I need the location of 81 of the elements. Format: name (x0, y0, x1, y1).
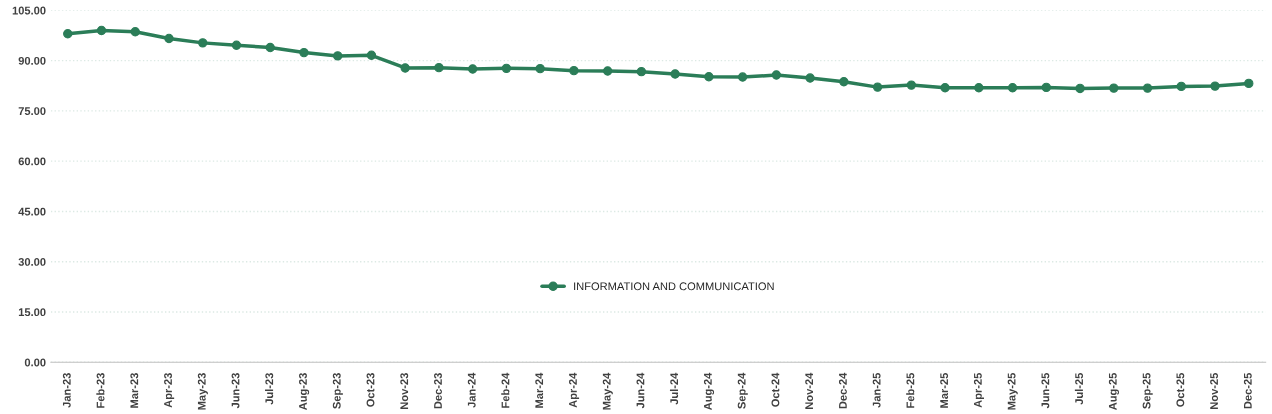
x-tick-label: Nov-23 (400, 373, 409, 409)
y-tick-label: 105.00 (12, 6, 46, 15)
x-tick-label: Jun-24 (636, 372, 645, 409)
point (501, 63, 512, 74)
x-tick-label: Jul-25 (1074, 372, 1084, 405)
x-tick-label: Aug-25 (1108, 372, 1119, 411)
point (704, 72, 714, 82)
point (198, 38, 208, 48)
point (63, 29, 73, 39)
x-tick-label: Sep-23 (332, 373, 343, 409)
x-tick-label: Sep-25 (1142, 372, 1153, 409)
x-tick-label: Nov-24 (805, 372, 814, 409)
x-tick-label: Apr-23 (164, 373, 175, 408)
point (1075, 83, 1085, 94)
point (467, 64, 478, 74)
point (130, 27, 140, 37)
y-tick-label: 15.00 (18, 308, 46, 317)
point (366, 50, 377, 60)
point (1041, 82, 1051, 93)
point (434, 62, 444, 73)
y-tick-label: 45.00 (18, 207, 46, 216)
point (872, 82, 883, 92)
point (1109, 83, 1119, 93)
x-tick-label: Nov-25 (1210, 372, 1219, 409)
x-tick-label: Oct-24 (771, 372, 780, 407)
point (906, 80, 917, 90)
x-tick-label: Jul-23 (265, 373, 274, 405)
x-tick-label: Oct-25 (1176, 372, 1185, 407)
point (602, 66, 613, 76)
point (299, 47, 309, 58)
x-tick-label: Jun-25 (1041, 372, 1050, 409)
x-tick-label: Apr-24 (569, 372, 580, 408)
legend-label: INFORMATION AND COMMUNICATION (574, 282, 774, 291)
y-tick-label: 75.00 (18, 107, 46, 116)
point (805, 73, 815, 83)
point (737, 72, 748, 82)
x-tick-label: Dec-24 (838, 372, 847, 409)
x-tick-label: Jun-23 (231, 373, 240, 409)
point (96, 25, 107, 36)
x-tick-label: Aug-24 (703, 372, 715, 411)
point (839, 77, 849, 87)
x-tick-label: Mar-24 (535, 372, 544, 408)
y-tick-label: 0.00 (24, 358, 46, 367)
x-tick-label: Oct-23 (366, 373, 375, 407)
x-tick-label: May-23 (197, 373, 208, 410)
point (940, 83, 950, 93)
x-tick-label: Sep-24 (737, 372, 748, 409)
x-tick-label: Dec-23 (434, 373, 442, 409)
x-tick-label: Aug-23 (299, 373, 310, 411)
point (974, 83, 984, 93)
x-tick-label: Mar-23 (130, 373, 139, 408)
point (164, 33, 174, 44)
y-tick-label: 30.00 (18, 257, 46, 266)
x-tick-label: Jan-23 (62, 373, 71, 408)
x-tick-label: Jan-24 (467, 372, 476, 408)
x-tick-label: Jul-24 (669, 372, 679, 405)
point (670, 69, 680, 79)
point (333, 51, 343, 61)
point (231, 40, 242, 50)
point (1007, 83, 1018, 93)
point (636, 66, 647, 77)
x-tick-label: Jan-25 (872, 372, 881, 408)
y-tick-label: 60.00 (18, 157, 46, 166)
point (1210, 81, 1220, 91)
x-tick-label: Feb-24 (501, 372, 510, 408)
point (1142, 83, 1153, 93)
x-tick-label: May-24 (602, 372, 613, 410)
x-tick-label: Feb-25 (906, 372, 915, 408)
point (535, 63, 545, 74)
point (400, 63, 410, 73)
x-tick-label: Dec-25 (1243, 372, 1252, 409)
point (771, 70, 782, 80)
x-tick-label: May-25 (1007, 372, 1018, 410)
point (265, 42, 275, 53)
point (1176, 81, 1186, 92)
y-tick-label: 90.00 (18, 56, 46, 65)
point (569, 65, 579, 76)
x-tick-label: Mar-25 (940, 372, 949, 408)
point (1244, 78, 1254, 89)
x-tick-label: Apr-25 (973, 372, 984, 408)
x-tick-label: Feb-23 (96, 373, 105, 408)
